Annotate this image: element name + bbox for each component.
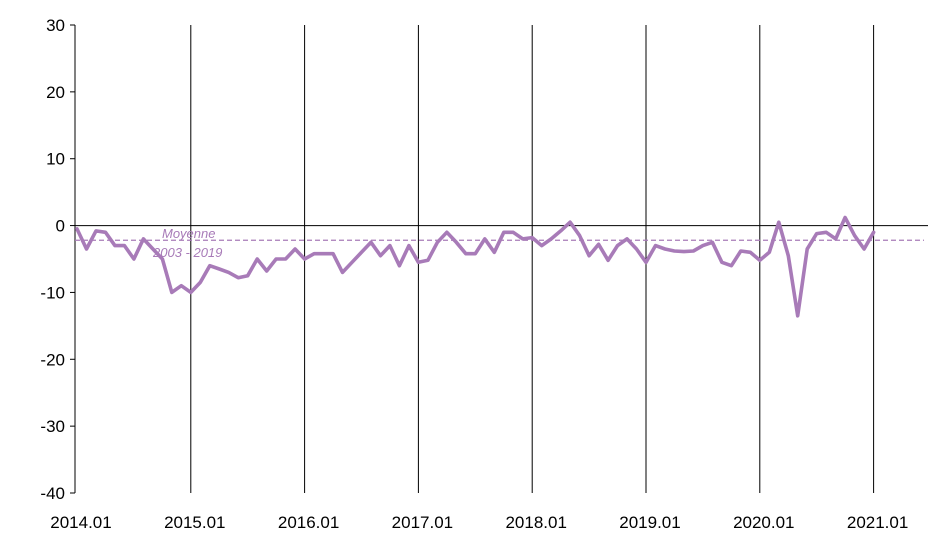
y-tick-label: 0 xyxy=(56,217,65,236)
y-tick-label: 20 xyxy=(46,83,65,102)
y-tick-label: -40 xyxy=(40,484,65,503)
y-tick-label: -10 xyxy=(40,283,65,302)
y-axis-ticks: 30 20 10 0 -10 -20 -30 -40 xyxy=(40,16,75,503)
series-line xyxy=(75,215,876,318)
x-tick-label: 2014.01 xyxy=(50,513,111,532)
x-tick-label: 2020.01 xyxy=(733,513,794,532)
x-tick-label: 2018.01 xyxy=(505,513,566,532)
x-tick-label: 2016.01 xyxy=(278,513,339,532)
x-tick-label: 2017.01 xyxy=(392,513,453,532)
average-label-line2: 2003 - 2019 xyxy=(152,245,222,260)
y-tick-label: 10 xyxy=(46,150,65,169)
y-tick-label: -20 xyxy=(40,350,65,369)
y-tick-label: 30 xyxy=(46,16,65,35)
average-label-line1: Moyenne xyxy=(162,226,215,241)
x-tick-label: 2015.01 xyxy=(164,513,225,532)
x-tick-label: 2021.01 xyxy=(847,513,908,532)
year-gridlines xyxy=(190,25,875,493)
x-axis-ticks: 2014.01 2015.01 2016.01 2017.01 2018.01 2019.… xyxy=(50,513,908,532)
y-tick-label: -30 xyxy=(40,417,65,436)
x-tick-label: 2019.01 xyxy=(619,513,680,532)
